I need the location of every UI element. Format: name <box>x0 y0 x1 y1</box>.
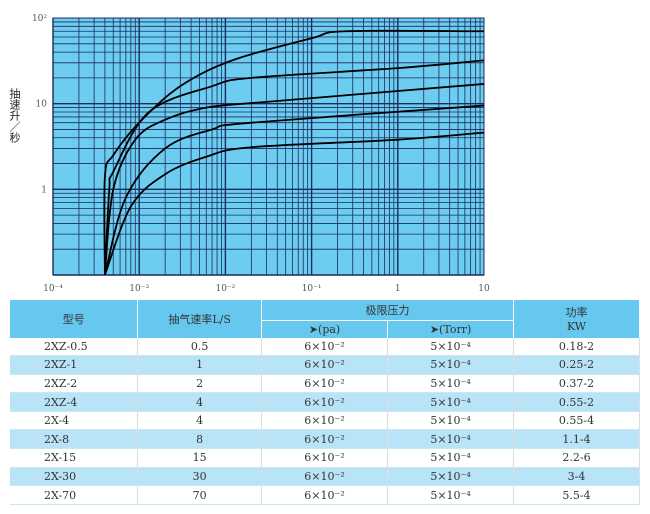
header-speed: 抽气速率L/S <box>137 300 263 338</box>
y-tick-label: 1 <box>41 185 47 195</box>
table-cell: 4 <box>137 392 263 412</box>
table-cell: 2X-15 <box>10 448 139 468</box>
table-cell: 4 <box>137 411 263 431</box>
table-cell: 0.55-2 <box>513 392 640 412</box>
x-tick-label: 10⁻⁴ <box>43 284 63 294</box>
table-cell: 6×10⁻² <box>261 467 389 487</box>
table-cell: 5×10⁻⁴ <box>387 485 515 505</box>
table-cell: 70 <box>137 485 263 505</box>
table-cell: 5×10⁻⁴ <box>387 374 515 394</box>
header-pressure: 极限压力 <box>261 300 515 320</box>
header-model: 型号 <box>10 300 139 338</box>
table-cell: 5×10⁻⁴ <box>387 467 515 487</box>
table-cell: 1 <box>137 355 263 375</box>
series-line-1 <box>103 29 485 276</box>
x-tick-label: 1 <box>395 284 401 294</box>
table-cell: 5×10⁻⁴ <box>387 337 515 357</box>
table-row: 2XZ-4 4 6×10⁻² 5×10⁻⁴ 0.55-2 <box>10 392 640 412</box>
table-cell: 5.5-4 <box>513 485 640 505</box>
table-cell: 8 <box>137 429 263 450</box>
table-cell: 15 <box>137 448 263 468</box>
table-cell: 6×10⁻² <box>261 429 389 450</box>
table-cell: 30 <box>137 467 263 487</box>
y-axis-label: 抽速升／秒 <box>8 88 21 143</box>
table-cell: 0.25-2 <box>513 355 640 375</box>
series-line-5 <box>104 131 485 276</box>
table-cell: 1.1-4 <box>513 429 640 450</box>
table-cell: 5×10⁻⁴ <box>387 392 515 412</box>
y-tick-label: 10² <box>32 14 47 24</box>
series-line-3 <box>104 83 485 276</box>
table-row: 2X-4 4 6×10⁻² 5×10⁻⁴ 0.55-4 <box>10 411 640 431</box>
table-cell: 2X-70 <box>10 485 139 505</box>
pumping-speed-chart: 10⁻⁴ 10⁻³ 10⁻² 10⁻¹ 1 10 10² 10 1 <box>32 14 490 294</box>
x-tick-label: 10 <box>478 284 490 294</box>
header-power: 功率 KW <box>513 300 640 338</box>
table-cell: 2XZ-4 <box>10 392 139 412</box>
table-cell: 6×10⁻² <box>261 355 389 375</box>
table-cell: 5×10⁻⁴ <box>387 448 515 468</box>
y-tick-label: 10 <box>36 100 48 110</box>
table-cell: 2XZ-0.5 <box>10 337 139 357</box>
table-cell: 6×10⁻² <box>261 374 389 394</box>
table-row: 2XZ-1 1 6×10⁻² 5×10⁻⁴ 0.25-2 <box>10 355 640 375</box>
table-cell: 6×10⁻² <box>261 337 389 357</box>
table-cell: 3-4 <box>513 467 640 487</box>
table-row: 2X-30 30 6×10⁻² 5×10⁻⁴ 3-4 <box>10 467 640 487</box>
table-cell: 5×10⁻⁴ <box>387 429 515 450</box>
table-cell: 6×10⁻² <box>261 448 389 468</box>
x-tick-label: 10⁻¹ <box>302 284 322 294</box>
table-cell: 2 <box>137 374 263 394</box>
table-cell: 2X-8 <box>10 429 139 450</box>
header-torr: ➤(Torr) <box>387 319 515 338</box>
header-pa: ➤(pa) <box>261 319 389 338</box>
table-cell: 0.18-2 <box>513 337 640 357</box>
table-row: 2X-70 70 6×10⁻² 5×10⁻⁴ 5.5-4 <box>10 485 640 505</box>
table-cell: 2X-4 <box>10 411 139 431</box>
table-cell: 2.2-6 <box>513 448 640 468</box>
table-row: 2X-8 8 6×10⁻² 5×10⁻⁴ 1.1-4 <box>10 429 640 450</box>
x-tick-label: 10⁻² <box>215 284 235 294</box>
table-cell: 5×10⁻⁴ <box>387 411 515 431</box>
table-cell: 6×10⁻² <box>261 392 389 412</box>
table-cell: 2XZ-1 <box>10 355 139 375</box>
table-cell: 6×10⁻² <box>261 485 389 505</box>
table-cell: 0.5 <box>137 337 263 357</box>
table-cell: 5×10⁻⁴ <box>387 355 515 375</box>
table-cell: 2X-30 <box>10 467 139 487</box>
table-row: 2XZ-0.5 0.5 6×10⁻² 5×10⁻⁴ 0.18-2 <box>10 337 640 357</box>
table-row: 2X-15 15 6×10⁻² 5×10⁻⁴ 2.2-6 <box>10 448 640 468</box>
series-line-4 <box>104 104 485 276</box>
table-cell: 6×10⁻² <box>261 411 389 431</box>
table-cell: 0.37-2 <box>513 374 640 394</box>
plot-border <box>52 17 485 276</box>
table-cell: 0.55-4 <box>513 411 640 431</box>
series-line-2 <box>103 59 485 276</box>
x-tick-label: 10⁻³ <box>129 284 149 294</box>
table-cell: 2XZ-2 <box>10 374 139 394</box>
spec-table: 型号 抽气速率L/S 极限压力 功率 KW ➤(pa) ➤(Torr) 2XZ-0… <box>10 300 640 505</box>
table-row: 2XZ-2 2 6×10⁻² 5×10⁻⁴ 0.37-2 <box>10 374 640 394</box>
